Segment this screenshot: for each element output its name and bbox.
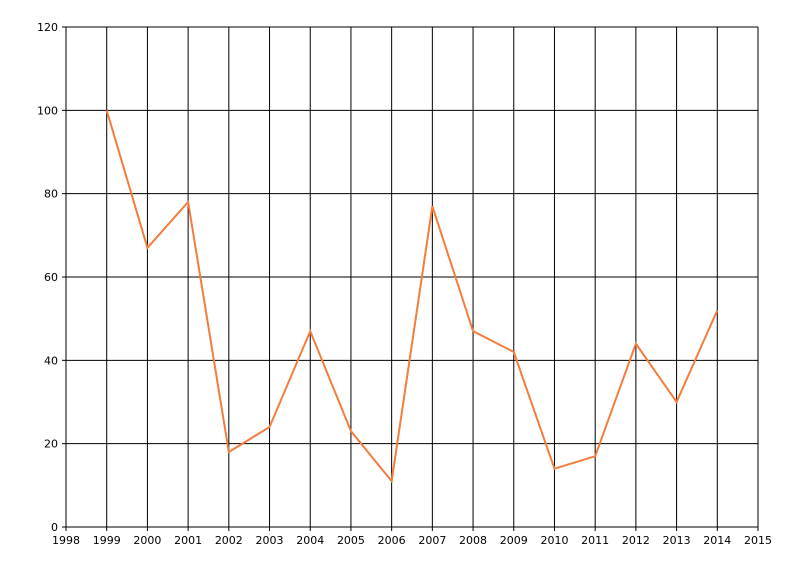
y-tick-label: 100 (37, 104, 58, 117)
x-tick-label: 2014 (703, 534, 731, 547)
x-tick-label: 2013 (663, 534, 691, 547)
x-tick-label: 2015 (744, 534, 772, 547)
y-tick-label: 120 (37, 21, 58, 34)
x-tick-label: 2009 (500, 534, 528, 547)
data-line (105, 110, 719, 484)
y-tick-label: 60 (44, 271, 58, 284)
x-tick-label: 1998 (52, 534, 80, 547)
x-tick-label: 2008 (459, 534, 487, 547)
y-tick-label: 40 (44, 354, 58, 367)
y-tick-label: 0 (51, 521, 58, 534)
x-tick-label: 2004 (296, 534, 324, 547)
x-tick-label: 2010 (540, 534, 568, 547)
x-tick-label: 2001 (174, 534, 202, 547)
y-tick-label: 80 (44, 188, 58, 201)
x-tick-label: 2011 (581, 534, 609, 547)
x-tick-label: 2006 (378, 534, 406, 547)
x-tick-label: 2000 (133, 534, 161, 547)
x-tick-label: 2005 (337, 534, 365, 547)
x-tick-label: 2002 (215, 534, 243, 547)
x-tick-label: 1999 (93, 534, 121, 547)
x-tick-label: 2012 (622, 534, 650, 547)
x-tick-label: 2003 (256, 534, 284, 547)
x-tick-label: 2007 (418, 534, 446, 547)
y-tick-label: 20 (44, 438, 58, 451)
